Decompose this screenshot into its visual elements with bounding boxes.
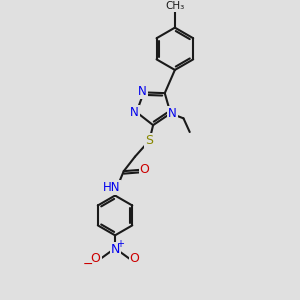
- Text: O: O: [130, 252, 140, 265]
- Text: CH₃: CH₃: [165, 1, 184, 11]
- Text: N: N: [168, 107, 177, 120]
- Text: S: S: [146, 134, 153, 147]
- Text: −: −: [82, 258, 93, 271]
- Text: +: +: [116, 239, 124, 249]
- Text: O: O: [140, 164, 150, 176]
- Text: HN: HN: [103, 181, 120, 194]
- Text: N: N: [138, 85, 147, 98]
- Text: N: N: [111, 243, 120, 256]
- Text: O: O: [91, 252, 100, 265]
- Text: N: N: [130, 106, 139, 119]
